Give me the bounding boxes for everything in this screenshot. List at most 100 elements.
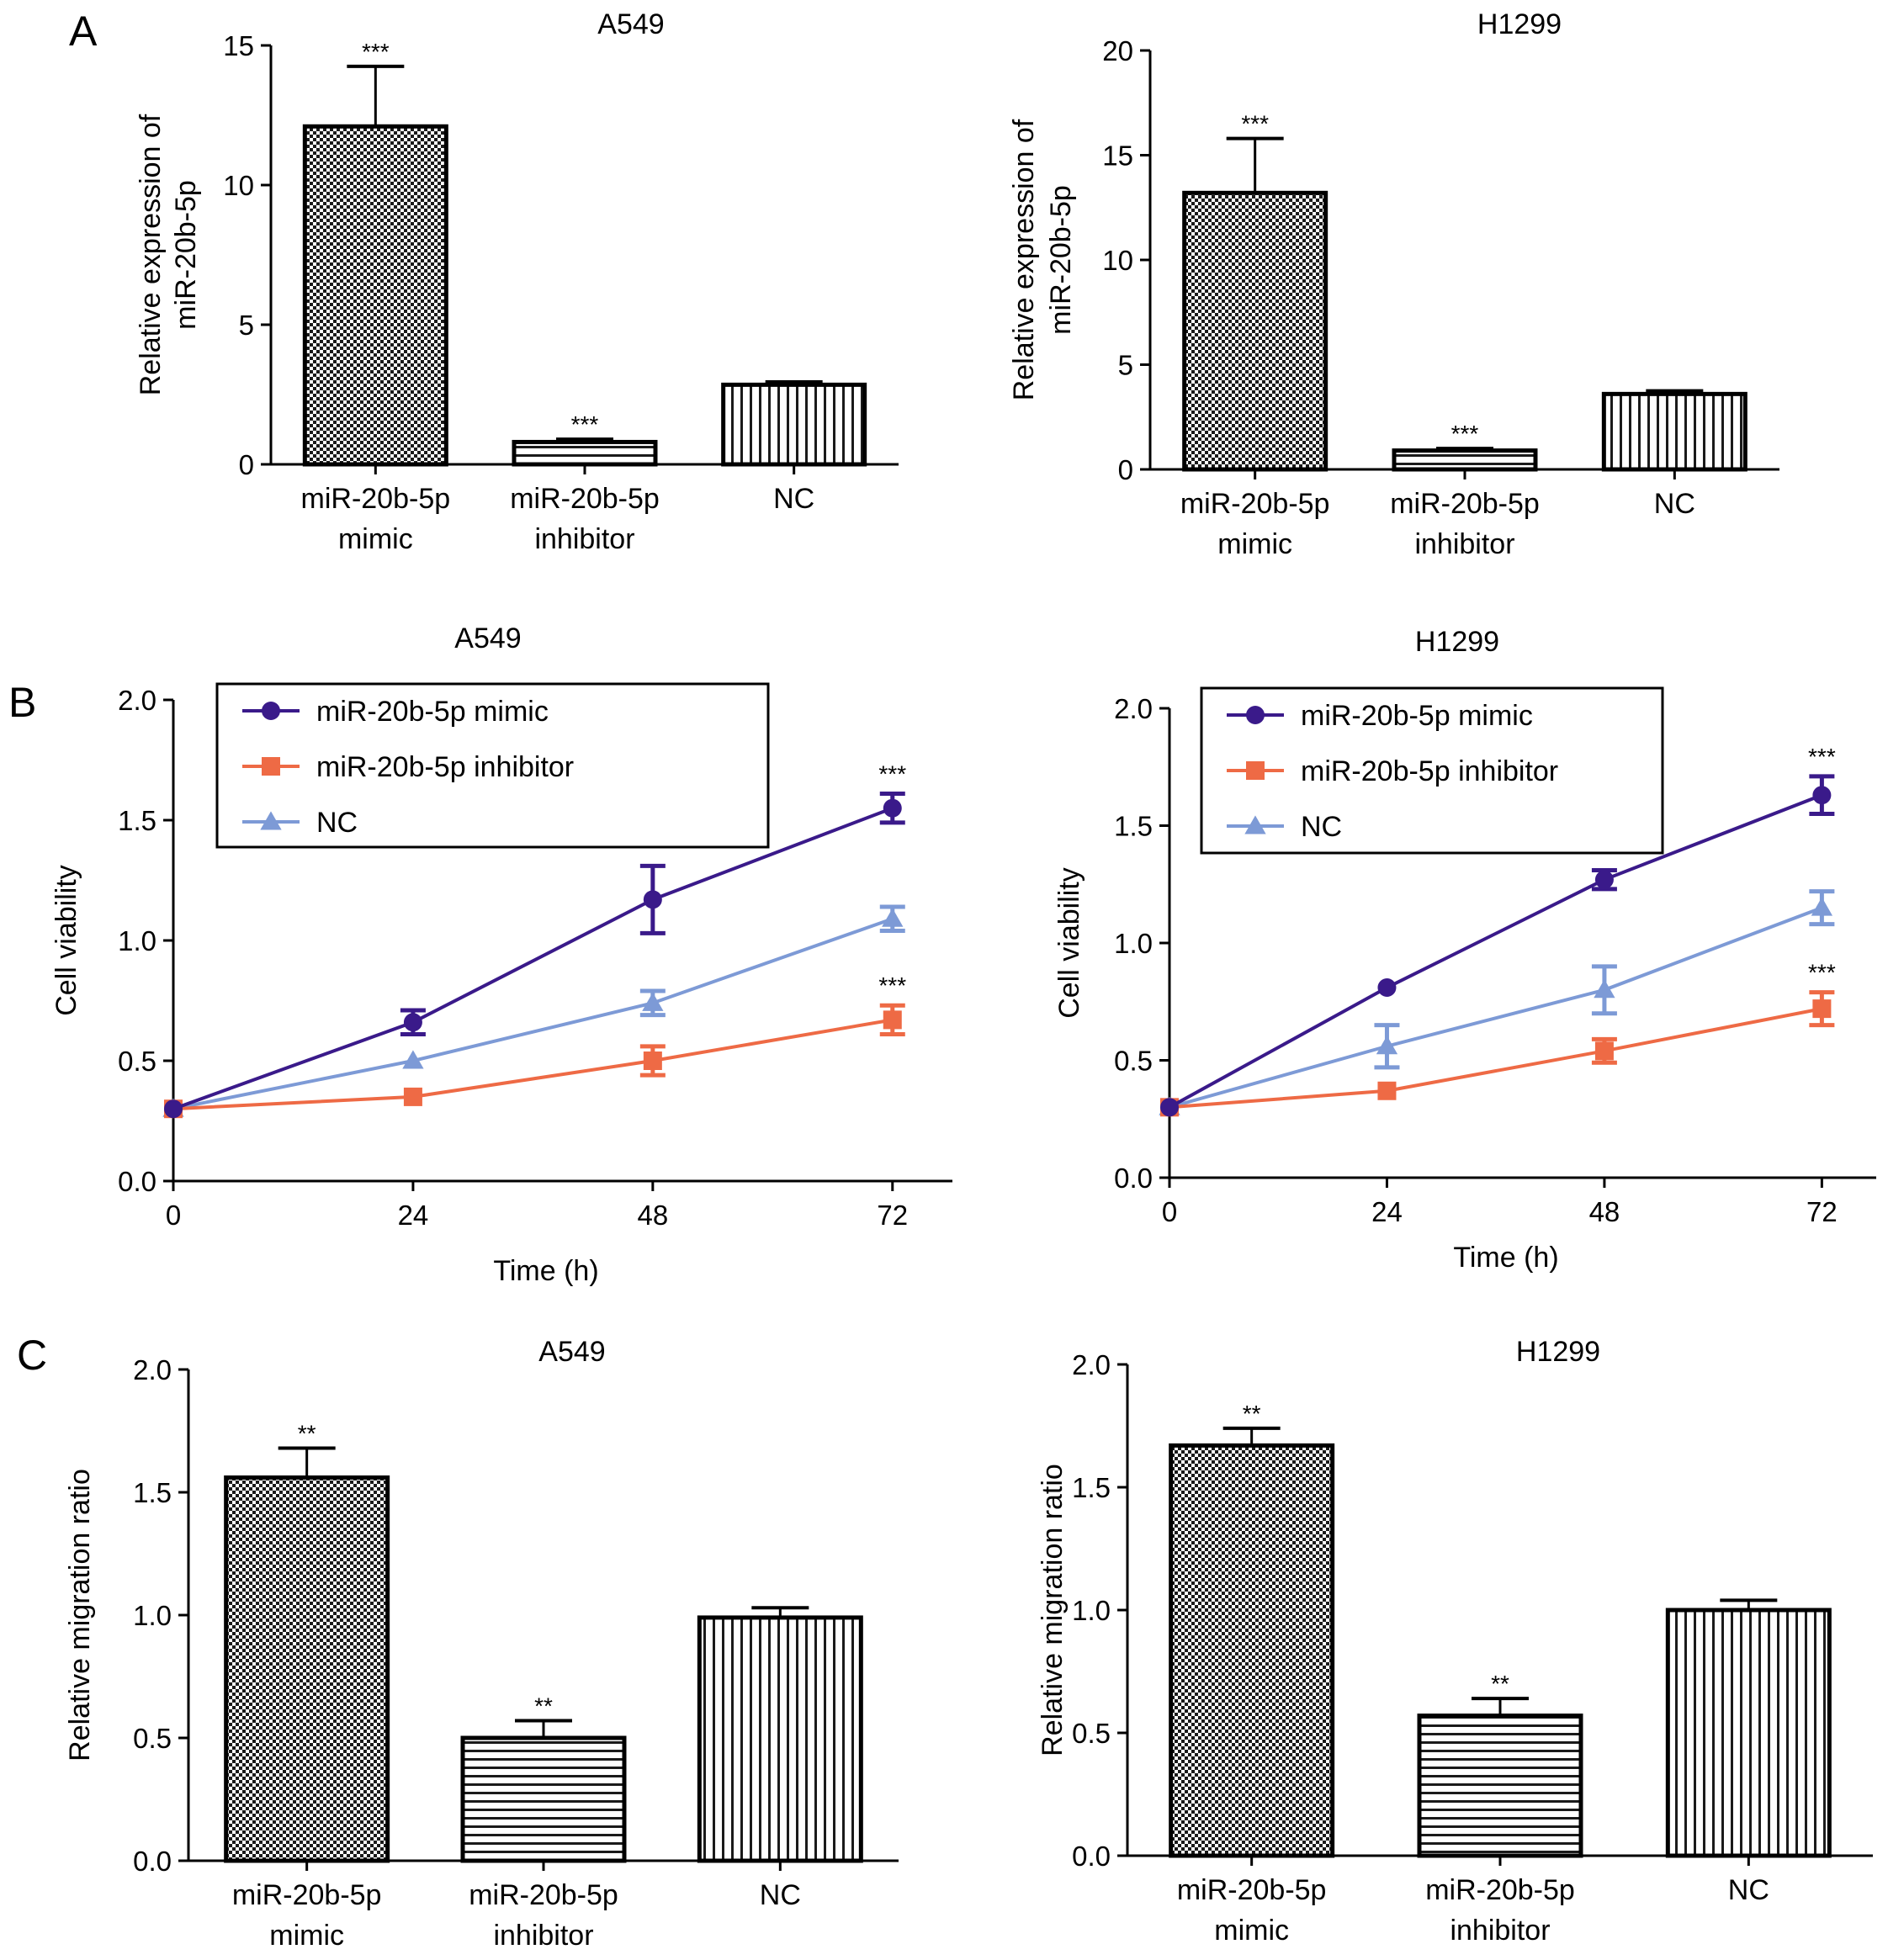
series-line — [1169, 906, 1823, 1110]
y-tick-label: 2.0 — [1072, 1349, 1111, 1380]
significance-label: ** — [1243, 1401, 1261, 1427]
legend-box — [215, 682, 770, 849]
x-category-label: mimic — [1214, 1915, 1289, 1947]
point-marker — [1811, 897, 1833, 916]
x-category-label: mimic — [269, 1920, 344, 1952]
y-axis-label: Relative expression of — [135, 114, 167, 395]
point-marker — [1377, 1081, 1397, 1100]
bar — [512, 439, 658, 467]
y-axis-label: Relative migration ratio — [1037, 1464, 1069, 1756]
panel-letter-a: A — [69, 8, 98, 55]
x-tick-label: 72 — [1806, 1196, 1838, 1227]
x-category-label: inhibitor — [534, 523, 634, 555]
legend-label: NC — [316, 807, 358, 839]
significance-label: *** — [878, 972, 906, 999]
point-marker — [642, 992, 664, 1011]
y-axis-label: Relative expression of — [1008, 119, 1040, 400]
series-line — [172, 1018, 894, 1111]
bar — [1417, 1714, 1583, 1858]
significance-label: ** — [1491, 1671, 1509, 1697]
point-marker — [1594, 1041, 1614, 1061]
significance-label: *** — [878, 761, 906, 787]
bar — [224, 1475, 390, 1863]
point-marker — [1244, 815, 1266, 834]
chart-b-h1299: H1299 Cell viability 0.0 0.5 1.0 1.5 2.0 0 24 48 7… — [1053, 626, 1876, 1274]
x-category-label: miR-20b-5p — [469, 1879, 618, 1911]
x-tick-label: 0 — [166, 1200, 181, 1231]
legend-label: miR-20b-5p mimic — [1301, 700, 1533, 732]
significance-label: *** — [362, 39, 390, 65]
bar — [302, 124, 448, 467]
point-marker — [643, 1052, 662, 1070]
y-tick-label: 0.0 — [1114, 1163, 1153, 1194]
y-tick-label: 2.0 — [1114, 693, 1153, 724]
point-marker — [882, 908, 904, 927]
bar — [721, 382, 867, 467]
x-category-label: NC — [760, 1879, 801, 1911]
bar — [460, 1735, 627, 1863]
panel-letter-b: B — [8, 679, 36, 726]
x-category-label: NC — [1654, 488, 1695, 520]
chart-title: A549 — [597, 8, 664, 40]
point-marker — [403, 1013, 422, 1032]
x-tick-label: 48 — [637, 1200, 668, 1231]
x-category-label: inhibitor — [1450, 1915, 1550, 1947]
x-category-label: miR-20b-5p — [1177, 1874, 1327, 1906]
series-line — [1169, 1007, 1822, 1110]
point-marker — [883, 1010, 902, 1030]
legend-label: miR-20b-5p inhibitor — [316, 751, 574, 783]
point-marker — [1812, 786, 1832, 805]
chart-c-h1299: H1299 Relative migration ratio 0.0 0.5 1.0 1.… — [1037, 1336, 1873, 1947]
point-marker — [1377, 978, 1397, 998]
significance-label: *** — [1451, 421, 1479, 447]
x-tick-label: 24 — [1371, 1196, 1403, 1227]
y-tick-label: 0 — [239, 449, 254, 480]
x-category-label: miR-20b-5p — [510, 483, 660, 515]
x-category-label: mimic — [338, 523, 413, 555]
bar — [1665, 1608, 1832, 1858]
y-axis-label: Cell viability — [50, 865, 82, 1016]
x-axis-label: Time (h) — [493, 1255, 598, 1287]
y-axis-label: Relative migration ratio — [64, 1469, 96, 1761]
point-marker — [1160, 1098, 1179, 1117]
y-tick-label: 1.5 — [1072, 1472, 1111, 1503]
x-category-label: miR-20b-5p — [232, 1879, 382, 1911]
y-tick-label: 2.0 — [118, 685, 156, 716]
y-tick-label: 0.0 — [1072, 1841, 1111, 1872]
legend-label: NC — [1301, 811, 1342, 843]
y-tick-label: 1.0 — [118, 925, 156, 956]
y-tick-label: 10 — [223, 170, 254, 201]
y-tick-label: 15 — [223, 30, 254, 61]
x-tick-label: 24 — [398, 1200, 429, 1231]
y-tick-label: 1.5 — [133, 1477, 172, 1508]
y-tick-label: 0.5 — [1072, 1718, 1111, 1749]
y-tick-label: 1.0 — [1114, 928, 1153, 959]
legend-label: miR-20b-5p inhibitor — [1301, 755, 1558, 787]
point-marker — [262, 702, 280, 720]
point-marker — [164, 1099, 183, 1119]
x-category-label: miR-20b-5p — [301, 483, 451, 515]
chart-title: A549 — [538, 1336, 605, 1368]
y-tick-label: 5 — [1118, 350, 1133, 381]
x-category-label: miR-20b-5p — [1390, 488, 1540, 520]
y-tick-label: 0.5 — [1114, 1046, 1153, 1077]
point-marker — [402, 1050, 424, 1069]
point-marker — [883, 798, 902, 818]
point-marker — [1594, 979, 1615, 999]
panel-letter-c: C — [17, 1332, 47, 1379]
x-category-label: miR-20b-5p — [1425, 1874, 1575, 1906]
chart-c-a549: A549 Relative migration ratio 0.0 0.5 1.0 1.5… — [64, 1336, 899, 1952]
x-category-label: inhibitor — [1414, 528, 1514, 560]
significance-label: *** — [1241, 111, 1269, 137]
x-tick-label: 72 — [877, 1200, 908, 1231]
point-marker — [1246, 761, 1265, 780]
y-tick-label: 15 — [1102, 140, 1133, 172]
y-tick-label: 0.0 — [133, 1846, 172, 1877]
x-axis-label: Time (h) — [1453, 1242, 1558, 1274]
chart-title: A549 — [454, 622, 521, 654]
x-tick-label: 48 — [1589, 1196, 1620, 1227]
x-category-label: miR-20b-5p — [1180, 488, 1330, 520]
bar — [1392, 448, 1538, 472]
